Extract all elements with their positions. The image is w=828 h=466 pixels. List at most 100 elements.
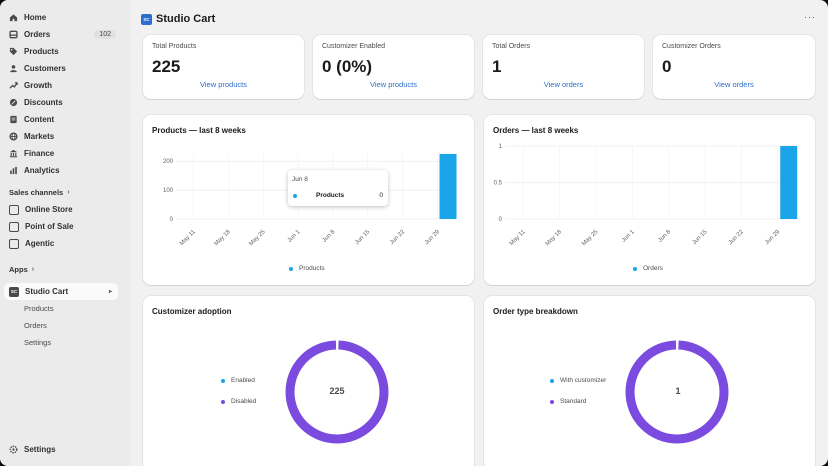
app-logo: SC [141,13,152,25]
legend-label: Orders [643,265,663,272]
sidebar-item-label: Studio Cart [25,287,69,296]
y-tick-label: 0.5 [494,181,503,187]
adoption-donut-chart [285,340,389,444]
sidebar-item-discounts[interactable]: Discounts [0,94,130,111]
sidebar-item-home[interactable]: Home [0,9,130,26]
view-products-link[interactable]: View products [370,80,417,89]
legend-item-with-customizer: With customizer [550,377,606,384]
stat-card-total-orders: Total Orders 1 View orders [483,35,644,99]
count-badge: 102 [94,30,116,39]
sidebar-item-label: Products [24,47,59,56]
studio-cart-subnav-settings[interactable]: Settings [24,338,52,347]
globe-icon [9,132,18,141]
point-of-sale-icon [9,221,19,232]
legend-swatch [289,266,293,271]
y-tick-label: 1 [499,144,503,150]
legend-swatch [550,378,554,383]
sidebar-item-orders[interactable]: Orders 102 [0,26,130,43]
sidebar-item-label: Analytics [24,166,60,175]
orders-chart-card: Orders — last 8 weeks 0 0.5 1 May 11 May 18 M… [484,115,815,285]
x-tick-label: May 11 [509,229,527,247]
more-actions-icon[interactable]: ··· [804,12,816,22]
sidebar-item-label: Markets [24,132,55,141]
sales-channels-list: Online Store Point of Sale Agentic [0,201,130,252]
sidebar-item-label: Finance [24,149,55,158]
products-chart-card: Products — last 8 weeks 0 100 200 May 11 May… [143,115,474,285]
sidebar-item-label: Orders [24,30,51,39]
chart-legend: Products [289,265,325,272]
view-orders-link[interactable]: View orders [543,80,584,89]
main-content: SC Studio Cart ··· Total Products 225 Vi… [130,0,828,466]
tooltip-value: 0 [379,192,383,199]
page-title: Studio Cart [156,13,216,25]
view-orders-link[interactable]: View orders [714,80,754,89]
stat-value: 1 [492,57,502,76]
sidebar-item-agentic[interactable]: Agentic [0,235,130,252]
legend-label: Products [299,265,325,272]
stat-value: 0 (0%) [322,57,373,76]
sidebar-item-studio-cart[interactable]: SC Studio Cart ▸ [4,283,118,300]
chevron-right-icon: › [31,266,35,273]
sidebar-item-point-of-sale[interactable]: Point of Sale [0,218,130,235]
studio-cart-subnav: Products Orders Settings [0,300,130,351]
bar-jun-29 [780,146,798,219]
sidebar-item-finance[interactable]: Finance [0,145,130,162]
agentic-icon [9,238,19,249]
chart-legend: Orders [633,265,663,272]
legend-item-standard: Standard [550,398,586,405]
stat-card-customizer-enabled: Customizer Enabled 0 (0%) View products [313,35,474,99]
x-tick-label: May 11 [179,229,197,247]
home-icon [9,13,18,22]
sales-channels-header[interactable]: Sales channels › [0,184,130,201]
sidebar-item-label: Agentic [25,239,55,248]
x-tick-label: Jun 8 [322,229,337,244]
sidebar-item-content[interactable]: Content [0,111,130,128]
legend-item-disabled: Disabled [221,398,256,405]
chart-tooltip: Jun 8 Products 0 [288,170,388,206]
chart-title: Products — last 8 weeks [152,126,246,135]
chart-title: Order type breakdown [493,307,578,316]
tooltip-swatch [293,194,297,198]
sidebar-item-customers[interactable]: Customers [0,60,130,77]
sidebar-item-settings[interactable]: Settings [0,441,65,458]
sidebar-item-label: Growth [24,81,52,90]
studio-cart-subnav-products[interactable]: Products [24,304,54,313]
sidebar-item-online-store[interactable]: Online Store [0,201,130,218]
sidebar-item-products[interactable]: Products [0,43,130,60]
stat-value: 225 [152,57,181,76]
x-tick-label: Jun 29 [764,229,781,246]
legend-item-enabled: Enabled [221,377,255,384]
orders-bar-chart: 0 0.5 1 May 11 May 18 May 25 Jun 1 Jun 8 Jun 15 J… [494,144,798,248]
sidebar-item-label: Settings [24,445,56,454]
sidebar-item-label: Home [24,13,47,22]
order-type-breakdown-card: Order type breakdown With customizer Sta… [484,296,815,466]
customizer-adoption-card: Customizer adoption Enabled Disabled 225 [143,296,474,466]
sidebar-item-analytics[interactable]: Analytics [0,162,130,179]
view-products-link[interactable]: View products [200,80,247,89]
sidebar-item-growth[interactable]: Growth [0,77,130,94]
studio-cart-subnav-orders[interactable]: Orders [24,321,47,330]
stat-label: Customizer Orders [662,43,721,50]
stat-label: Customizer Enabled [322,43,386,50]
bar-chart-icon [9,166,18,175]
y-tick-label: 100 [163,188,174,194]
x-tick-label: May 25 [581,229,600,248]
x-tick-label: May 25 [248,229,267,248]
gear-icon [9,445,18,454]
apps-label: Apps [9,265,28,274]
stat-label: Total Products [152,43,197,50]
stat-label: Total Orders [492,43,531,50]
chevron-right-icon: › [67,189,70,196]
pin-icon[interactable]: ▸ [108,289,112,295]
x-tick-label: Jun 15 [354,229,371,246]
y-tick-label: 0 [499,217,503,223]
chart-title: Customizer adoption [152,307,232,316]
online-store-icon [9,204,19,215]
sidebar-item-markets[interactable]: Markets [0,128,130,145]
y-tick-label: 200 [163,159,174,165]
sidebar-item-label: Customers [24,64,66,73]
person-icon [9,64,18,73]
apps-header[interactable]: Apps › [0,261,130,278]
legend-swatch [550,399,554,404]
